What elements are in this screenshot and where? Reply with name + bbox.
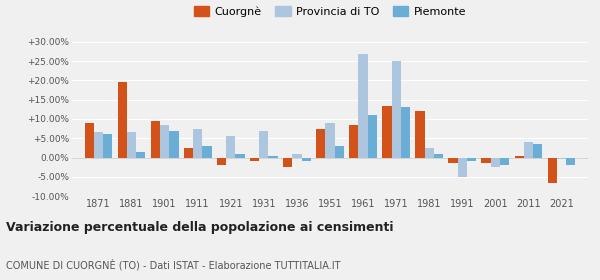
Bar bbox=[401, 108, 410, 157]
Bar bbox=[316, 129, 325, 157]
Bar bbox=[184, 148, 193, 157]
Bar bbox=[458, 157, 467, 177]
Bar bbox=[392, 61, 401, 157]
Bar bbox=[259, 130, 268, 157]
Bar bbox=[160, 125, 169, 157]
Bar bbox=[335, 146, 344, 157]
Bar bbox=[425, 148, 434, 157]
Bar bbox=[302, 157, 311, 161]
Bar bbox=[415, 111, 425, 157]
Bar bbox=[515, 156, 524, 157]
Bar bbox=[202, 146, 212, 157]
Text: Variazione percentuale della popolazione ai censimenti: Variazione percentuale della popolazione… bbox=[6, 221, 394, 234]
Bar bbox=[94, 132, 103, 157]
Bar bbox=[557, 157, 566, 159]
Bar bbox=[151, 121, 160, 157]
Bar bbox=[193, 129, 202, 157]
Bar bbox=[118, 82, 127, 157]
Bar bbox=[127, 132, 136, 157]
Bar bbox=[217, 157, 226, 165]
Bar bbox=[268, 156, 278, 157]
Bar bbox=[448, 157, 458, 163]
Bar bbox=[467, 157, 476, 161]
Bar bbox=[500, 157, 509, 165]
Bar bbox=[292, 154, 302, 157]
Legend: Cuorgnè, Provincia di TO, Piemonte: Cuorgnè, Provincia di TO, Piemonte bbox=[189, 1, 471, 21]
Bar bbox=[548, 157, 557, 183]
Bar bbox=[358, 53, 368, 157]
Text: COMUNE DI CUORGNÈ (TO) - Dati ISTAT - Elaborazione TUTTITALIA.IT: COMUNE DI CUORGNÈ (TO) - Dati ISTAT - El… bbox=[6, 259, 341, 271]
Bar bbox=[85, 123, 94, 157]
Bar bbox=[235, 154, 245, 157]
Bar bbox=[283, 157, 292, 167]
Bar bbox=[481, 157, 491, 163]
Bar bbox=[368, 115, 377, 157]
Bar bbox=[533, 144, 542, 157]
Bar bbox=[169, 130, 179, 157]
Bar bbox=[434, 154, 443, 157]
Bar bbox=[226, 136, 235, 157]
Bar bbox=[250, 157, 259, 161]
Bar bbox=[491, 157, 500, 167]
Bar bbox=[349, 125, 358, 157]
Bar bbox=[136, 152, 145, 157]
Bar bbox=[382, 106, 392, 157]
Bar bbox=[103, 134, 112, 157]
Bar bbox=[566, 157, 575, 165]
Bar bbox=[325, 123, 335, 157]
Bar bbox=[524, 142, 533, 157]
